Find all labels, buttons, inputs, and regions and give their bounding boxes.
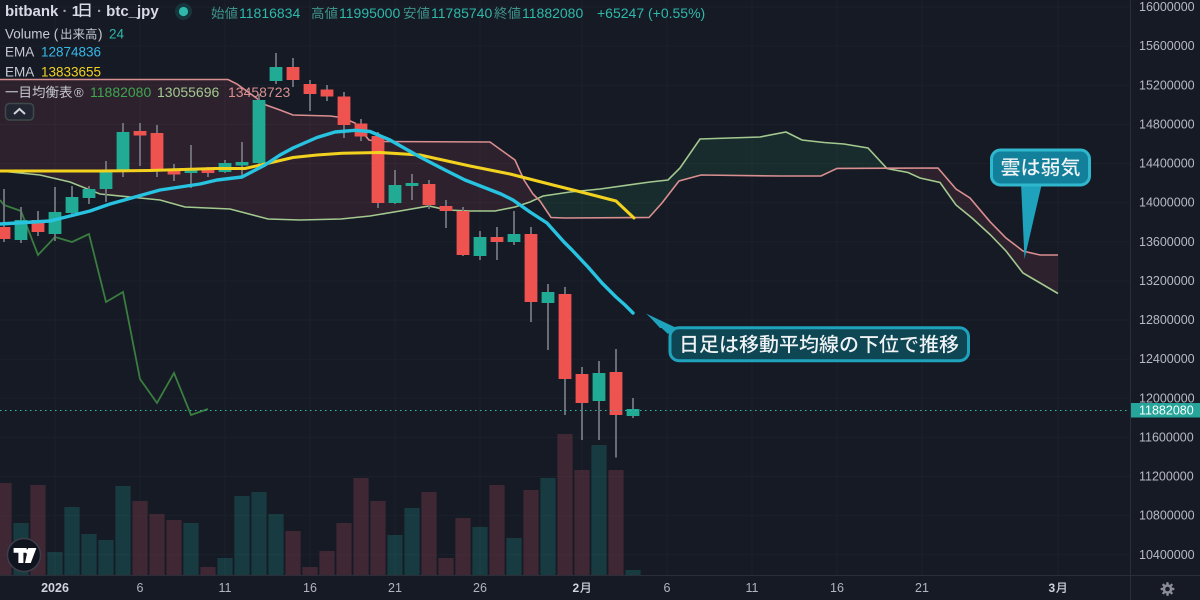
svg-text:24: 24 bbox=[109, 27, 125, 42]
svg-text:EMA 13833655: EMA 13833655 bbox=[5, 65, 101, 80]
svg-text:12000000: 12000000 bbox=[1139, 391, 1195, 405]
svg-text:16: 16 bbox=[830, 581, 844, 595]
svg-text:12800000: 12800000 bbox=[1139, 313, 1195, 327]
svg-text:14400000: 14400000 bbox=[1139, 157, 1195, 171]
svg-text:11200000: 11200000 bbox=[1139, 470, 1194, 484]
svg-text:16000000: 16000000 bbox=[1139, 0, 1195, 14]
svg-text:14800000: 14800000 bbox=[1139, 117, 1195, 131]
svg-text:13600000: 13600000 bbox=[1139, 235, 1195, 249]
svg-text:bitbank · 1: bitbank · 1 bbox=[5, 3, 80, 20]
svg-text:2: 2 bbox=[573, 581, 580, 595]
svg-text:· btc_jpy: · btc_jpy bbox=[97, 3, 159, 20]
svg-text:12400000: 12400000 bbox=[1139, 352, 1195, 366]
svg-text:11: 11 bbox=[219, 581, 232, 595]
svg-text:26: 26 bbox=[473, 581, 487, 595]
svg-text:14000000: 14000000 bbox=[1139, 196, 1195, 210]
svg-text:11600000: 11600000 bbox=[1139, 430, 1194, 444]
svg-text:): ) bbox=[98, 27, 103, 42]
svg-text:15600000: 15600000 bbox=[1139, 39, 1195, 53]
svg-text:6: 6 bbox=[664, 581, 671, 595]
svg-text:11: 11 bbox=[746, 581, 759, 595]
svg-text:®: ® bbox=[74, 85, 84, 100]
svg-text:15200000: 15200000 bbox=[1139, 78, 1195, 92]
svg-text:6: 6 bbox=[137, 581, 144, 595]
svg-text:Volume (: Volume ( bbox=[5, 27, 59, 42]
svg-text:11785740: 11785740 bbox=[431, 5, 492, 21]
svg-text:10400000: 10400000 bbox=[1139, 548, 1195, 562]
svg-text:21: 21 bbox=[915, 581, 929, 595]
svg-text:2026: 2026 bbox=[41, 581, 69, 595]
svg-text:11882080: 11882080 bbox=[1139, 404, 1194, 418]
svg-text:11995000: 11995000 bbox=[339, 5, 400, 21]
svg-text:16: 16 bbox=[303, 581, 317, 595]
svg-text:3: 3 bbox=[1049, 581, 1056, 595]
svg-text:EMA 12874836: EMA 12874836 bbox=[5, 45, 101, 60]
svg-text:11816834: 11816834 bbox=[239, 5, 300, 21]
svg-text:10800000: 10800000 bbox=[1139, 509, 1195, 523]
svg-text:13200000: 13200000 bbox=[1139, 274, 1195, 288]
svg-text:11882080: 11882080 bbox=[522, 5, 583, 21]
svg-text:21: 21 bbox=[388, 581, 402, 595]
svg-text:+65247 (+0.55%): +65247 (+0.55%) bbox=[597, 5, 705, 21]
